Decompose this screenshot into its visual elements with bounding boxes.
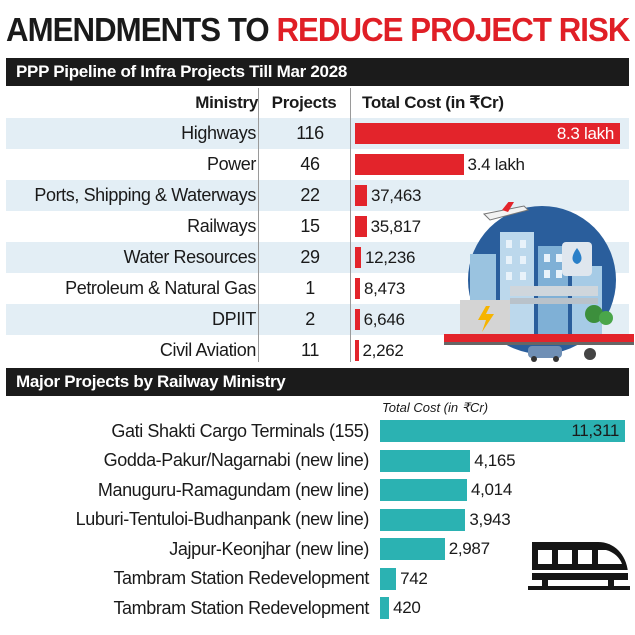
cost-label: 37,463 [371, 185, 422, 205]
column-header-projects: Projects [271, 93, 337, 112]
project-cost-label: 2,987 [448, 539, 490, 558]
cost-bar [355, 309, 360, 330]
table-row: Ports, Shipping & Waterways 22 [6, 180, 629, 211]
column-header-ministry: Ministry [195, 93, 258, 112]
cost-bar [355, 185, 367, 206]
project-name: Tambram Station Redevelopment [113, 597, 369, 618]
project-count: 1 [305, 278, 315, 298]
project-count: 22 [300, 185, 320, 205]
cost-bar [355, 247, 361, 268]
cost-bar [355, 216, 367, 237]
cost-bar [355, 340, 359, 361]
project-cost-label: 4,165 [474, 450, 516, 470]
cost-label: 8.3 lakh [556, 123, 614, 143]
ministry-name: Water Resources [123, 247, 257, 267]
project-cost-label: 420 [393, 598, 421, 617]
project-cost-bar [380, 479, 467, 501]
table-row: Railways 15 [6, 211, 629, 242]
headline-part-black: AMENDMENTS TO [6, 11, 270, 48]
cost-label: 2,262 [362, 340, 404, 360]
ministry-name: Petroleum & Natural Gas [65, 278, 256, 298]
ministry-name: Highways [181, 123, 256, 143]
project-count: 116 [296, 123, 324, 143]
project-name: Godda-Pakur/Nagarnabi (new line) [103, 450, 370, 470]
axis-title-total-cost: Total Cost (in ₹Cr) [382, 400, 489, 415]
section-title-ppp-pipeline: PPP Pipeline of Infra Projects Till Mar … [6, 58, 629, 86]
project-cost-bar [380, 508, 466, 531]
project-cost-label: 4,014 [470, 480, 512, 499]
table-row: Civil Aviation 11 [6, 335, 629, 366]
project-cost-bar [380, 597, 390, 619]
cost-label: 3.4 lakh [467, 154, 525, 174]
ministry-name: Ports, Shipping & Waterways [34, 185, 256, 205]
headline: AMENDMENTS TO REDUCE PROJECT RISK [6, 4, 630, 56]
project-count: 29 [300, 247, 320, 267]
column-divider [258, 88, 259, 362]
cost-label: 6,646 [363, 309, 405, 329]
project-cost-label: 742 [400, 568, 428, 588]
ministry-name: Power [206, 154, 256, 174]
project-name: Manuguru-Ramagundam (new line) [97, 479, 370, 500]
cost-bar [355, 154, 464, 175]
city-infrastructure-illustration [444, 202, 634, 362]
column-divider [350, 88, 351, 362]
table-row: Power 46 [6, 149, 629, 180]
ministry-name: Civil Aviation [159, 340, 257, 360]
cost-bar [355, 278, 361, 299]
project-cost-bar [380, 449, 471, 472]
cost-label: 8,473 [364, 278, 406, 298]
project-name: Gati Shakti Cargo Terminals (155) [111, 420, 369, 441]
column-header-total-cost: Total Cost (in ₹Cr) [362, 93, 504, 112]
project-cost-bar [380, 567, 397, 590]
cost-label: 12,236 [364, 247, 416, 267]
ministry-name: DPIIT [211, 309, 256, 329]
project-name: Jajpur-Keonjhar (new line) [169, 538, 369, 559]
project-cost-bar [380, 538, 445, 560]
cost-label: 35,817 [370, 216, 422, 236]
metro-train-icon [528, 542, 630, 590]
project-name: Tambram Station Redevelopment [113, 568, 369, 588]
project-count: 46 [300, 154, 320, 174]
project-count: 2 [305, 309, 315, 329]
project-cost-label: 11,311 [571, 421, 619, 440]
project-name: Luburi-Tentuloi-Budhanpank (new line) [75, 509, 370, 529]
cost-bar [355, 123, 620, 144]
project-count: 15 [300, 216, 320, 236]
headline-part-red: REDUCE PROJECT RISK [276, 11, 630, 48]
section-title-railway-projects: Major Projects by Railway Ministry [6, 368, 629, 396]
table-row: Petroleum & Natural Gas 1 [6, 273, 629, 304]
project-cost-label: 3,943 [469, 509, 511, 529]
project-count: 11 [301, 340, 319, 360]
ministry-name: Railways [187, 216, 256, 236]
project-cost-bar [380, 420, 625, 442]
